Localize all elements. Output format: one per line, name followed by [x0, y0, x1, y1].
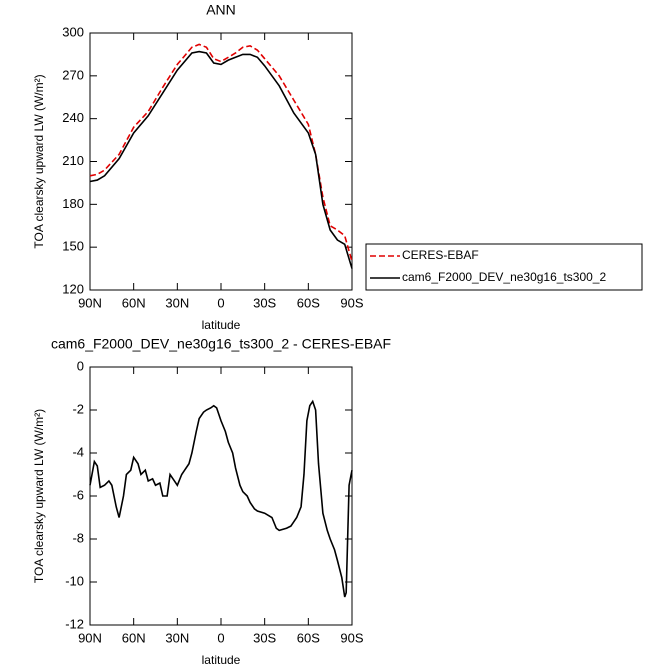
y-tick-label: -4: [72, 444, 84, 459]
x-axis-label: latitude: [202, 653, 241, 667]
y-tick-label: 270: [62, 67, 84, 82]
x-tick-label: 90S: [340, 630, 363, 645]
y-tick-label: 120: [62, 281, 84, 296]
x-tick-label: 60S: [297, 630, 320, 645]
x-tick-label: 30N: [165, 630, 189, 645]
y-tick-label: -6: [72, 487, 84, 502]
y-axis-label: TOA clearsky upward LW (W/m²): [32, 409, 46, 583]
x-tick-label: 60N: [122, 295, 146, 310]
y-tick-label: -2: [72, 401, 84, 416]
chart-title: cam6_F2000_DEV_ne30g16_ts300_2 - CERES-E…: [51, 336, 391, 352]
y-tick-label: 210: [62, 153, 84, 168]
legend-label: CERES-EBAF: [402, 248, 479, 262]
x-tick-label: 60N: [122, 630, 146, 645]
x-tick-label: 30S: [253, 295, 276, 310]
y-tick-label: 150: [62, 239, 84, 254]
x-axis-label: latitude: [202, 318, 241, 332]
y-tick-label: 180: [62, 196, 84, 211]
y-tick-label: 300: [62, 24, 84, 39]
plot-frame: [89, 32, 353, 291]
y-tick-label: -10: [65, 573, 84, 588]
x-tick-label: 30S: [253, 630, 276, 645]
x-tick-label: 90S: [340, 295, 363, 310]
y-tick-label: 240: [62, 110, 84, 125]
y-tick-label: 0: [77, 358, 84, 373]
x-tick-label: 90N: [78, 295, 102, 310]
legend-box: [365, 243, 643, 291]
y-tick-label: -8: [72, 530, 84, 545]
y-tick-label: -12: [65, 616, 84, 631]
x-tick-label: 90N: [78, 630, 102, 645]
plot-frame: [89, 366, 353, 626]
y-axis-label: TOA clearsky upward LW (W/m²): [32, 74, 46, 248]
x-tick-label: 0: [217, 295, 224, 310]
data-line: [89, 399, 353, 598]
x-tick-label: 0: [217, 630, 224, 645]
x-tick-label: 60S: [297, 295, 320, 310]
data-line: [89, 43, 353, 262]
x-tick-label: 30N: [165, 295, 189, 310]
legend-label: cam6_F2000_DEV_ne30g16_ts300_2: [402, 270, 606, 284]
data-line: [89, 50, 353, 269]
chart-title: ANN: [206, 2, 236, 18]
